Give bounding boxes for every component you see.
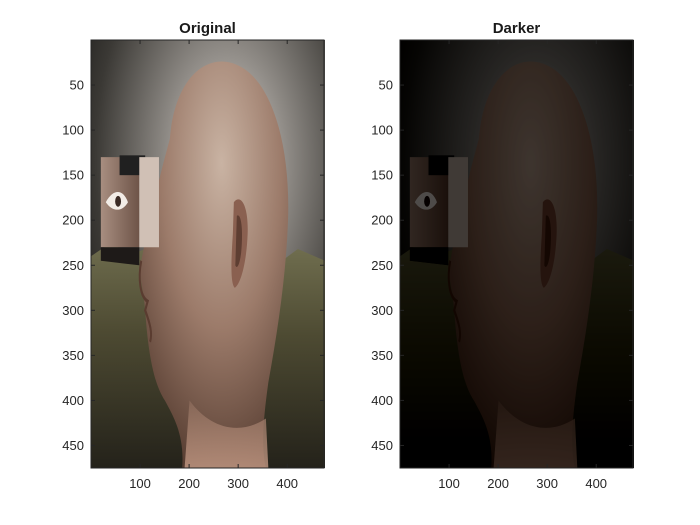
y-tick-label: 300: [62, 303, 84, 318]
x-tick-label: 100: [129, 476, 151, 491]
x-tick-label: 300: [227, 476, 249, 491]
y-tick-label: 50: [70, 78, 84, 93]
y-tick-label: 200: [62, 213, 84, 228]
y-tick-label: 300: [371, 303, 393, 318]
axes-box-darker: [399, 39, 634, 469]
x-tick-label: 400: [276, 476, 298, 491]
image-original: [89, 38, 327, 470]
ticks-darker: 100 200 300 400 50 100 150 200 250 300 350 400 450: [371, 40, 633, 491]
y-tick-label: 450: [371, 438, 393, 453]
x-tick-label: 300: [536, 476, 558, 491]
panel-title-original: Original: [179, 20, 236, 37]
x-tick-label: 400: [585, 476, 607, 491]
y-tick-label: 250: [62, 258, 84, 273]
y-tick-label: 50: [379, 78, 393, 93]
y-tick-label: 400: [371, 393, 393, 408]
y-tick-label: 450: [62, 438, 84, 453]
y-tick-label: 150: [371, 168, 393, 183]
y-tick-label: 100: [371, 123, 393, 138]
y-tick-label: 150: [62, 168, 84, 183]
x-tick-label: 200: [178, 476, 200, 491]
x-tick-label: 200: [487, 476, 509, 491]
panel-title-darker: Darker: [493, 20, 541, 37]
y-tick-label: 200: [371, 213, 393, 228]
y-tick-label: 400: [62, 393, 84, 408]
panel-darker: Darker 100 200 300 400 50 100 150 200 250 300 350 4…: [371, 20, 636, 491]
y-tick-label: 350: [62, 348, 84, 363]
y-tick-label: 350: [371, 348, 393, 363]
x-tick-label: 100: [438, 476, 460, 491]
panel-original: Original 100 200 300 400 50 100 150 200 250 300 35…: [62, 20, 327, 491]
ticks-original: 100 200 300 400 50 100 150 200 250 300 350 400 450: [62, 40, 324, 491]
y-tick-label: 100: [62, 123, 84, 138]
axes-box-original: [90, 39, 325, 469]
y-tick-label: 250: [371, 258, 393, 273]
image-darker: [398, 38, 636, 470]
